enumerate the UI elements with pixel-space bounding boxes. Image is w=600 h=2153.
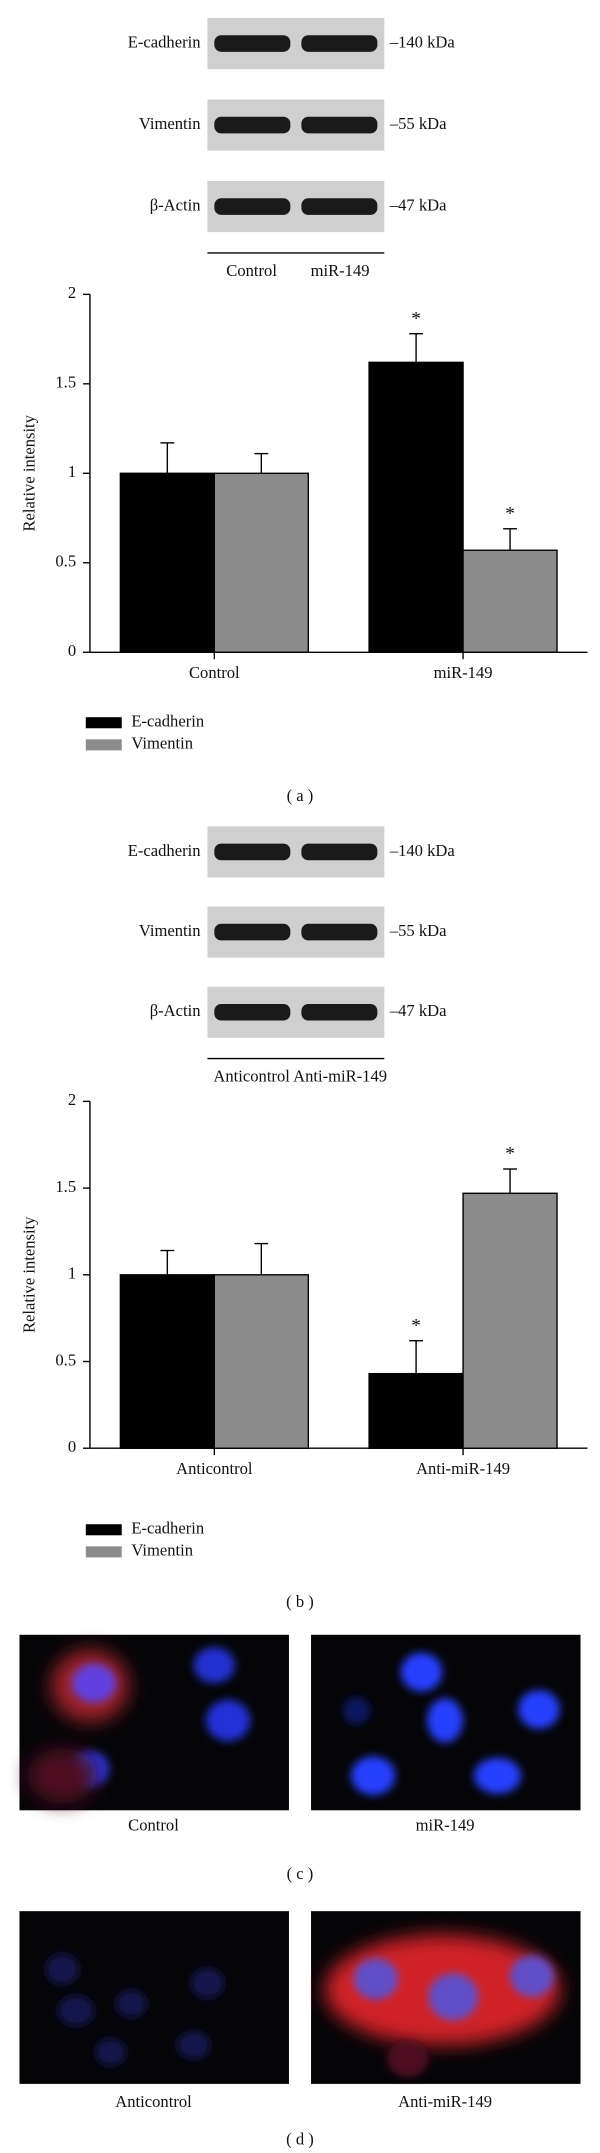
band <box>301 198 378 215</box>
size-marker: –47 kDa <box>389 1001 447 1020</box>
significance: * <box>411 1315 421 1336</box>
legend-label: Vimentin <box>131 1541 193 1560</box>
lane-label: miR-149 <box>311 261 370 280</box>
legend-swatch <box>85 739 122 751</box>
image-label: Anti-miR-149 <box>398 2092 492 2111</box>
legend-swatch <box>85 717 122 729</box>
micrograph <box>311 1634 581 1811</box>
size-marker: –55 kDa <box>389 921 447 940</box>
lane-label: Control <box>226 261 277 280</box>
y-tick-label: 0 <box>68 1437 76 1456</box>
band <box>301 116 378 134</box>
y-axis-label: Relative intensity <box>19 414 38 531</box>
y-tick-label: 1.5 <box>55 373 76 392</box>
band <box>214 35 291 52</box>
size-marker: –47 kDa <box>389 195 447 214</box>
y-tick-label: 1 <box>68 1264 76 1283</box>
micrograph <box>19 1634 289 1811</box>
band <box>214 843 291 861</box>
x-tick-label: Control <box>189 663 240 682</box>
lane-label: Anticontrol <box>213 1067 290 1086</box>
legend-swatch <box>85 1546 122 1558</box>
row-label: β-Actin <box>150 1001 201 1020</box>
bar <box>462 549 558 653</box>
caption: ( c ) <box>287 1864 314 1883</box>
caption: ( a ) <box>287 786 314 805</box>
size-marker: –140 kDa <box>389 32 456 51</box>
micrograph <box>19 1911 289 2084</box>
band <box>214 1003 291 1021</box>
band <box>301 923 378 941</box>
bar <box>119 1274 216 1449</box>
y-tick-label: 2 <box>68 283 76 302</box>
band <box>214 116 291 134</box>
image-label: Anticontrol <box>115 2092 192 2111</box>
significance: * <box>411 308 421 329</box>
significance: * <box>505 503 515 524</box>
legend-swatch <box>85 1524 122 1536</box>
x-tick-label: Anticontrol <box>176 1459 253 1478</box>
band <box>301 843 378 861</box>
legend-label: E-cadherin <box>131 712 204 731</box>
x-tick-label: Anti-miR-149 <box>416 1459 510 1478</box>
bar <box>213 1274 309 1449</box>
bar <box>368 361 464 653</box>
image-label: Control <box>128 1816 179 1835</box>
caption: ( b ) <box>286 1592 314 1611</box>
bar <box>119 472 216 653</box>
y-tick-label: 2 <box>68 1090 76 1109</box>
band <box>214 198 291 215</box>
size-marker: –55 kDa <box>389 114 447 133</box>
image-label: miR-149 <box>416 1816 475 1835</box>
y-axis-label: Relative intensity <box>19 1216 38 1333</box>
band <box>214 923 291 941</box>
y-tick-label: 0.5 <box>55 552 76 571</box>
x-tick-label: miR-149 <box>434 663 493 682</box>
row-label: E-cadherin <box>128 841 201 860</box>
y-tick-label: 0 <box>68 641 76 660</box>
row-label: Vimentin <box>139 921 201 940</box>
band <box>301 1003 378 1021</box>
caption: ( d ) <box>286 2129 314 2148</box>
y-tick-label: 1.5 <box>55 1177 76 1196</box>
y-tick-label: 0.5 <box>55 1350 76 1369</box>
legend-label: E-cadherin <box>131 1519 204 1538</box>
significance: * <box>505 1144 515 1165</box>
size-marker: –140 kDa <box>389 841 456 860</box>
lane-label: Anti-miR-149 <box>293 1067 387 1086</box>
row-label: Vimentin <box>139 114 201 133</box>
bar <box>368 1372 464 1449</box>
band <box>301 35 378 52</box>
micrograph <box>311 1911 581 2084</box>
y-tick-label: 1 <box>68 462 76 481</box>
row-label: E-cadherin <box>128 32 201 51</box>
bar <box>462 1192 558 1449</box>
row-label: β-Actin <box>150 195 201 214</box>
legend-label: Vimentin <box>131 734 193 753</box>
bar <box>213 472 309 653</box>
